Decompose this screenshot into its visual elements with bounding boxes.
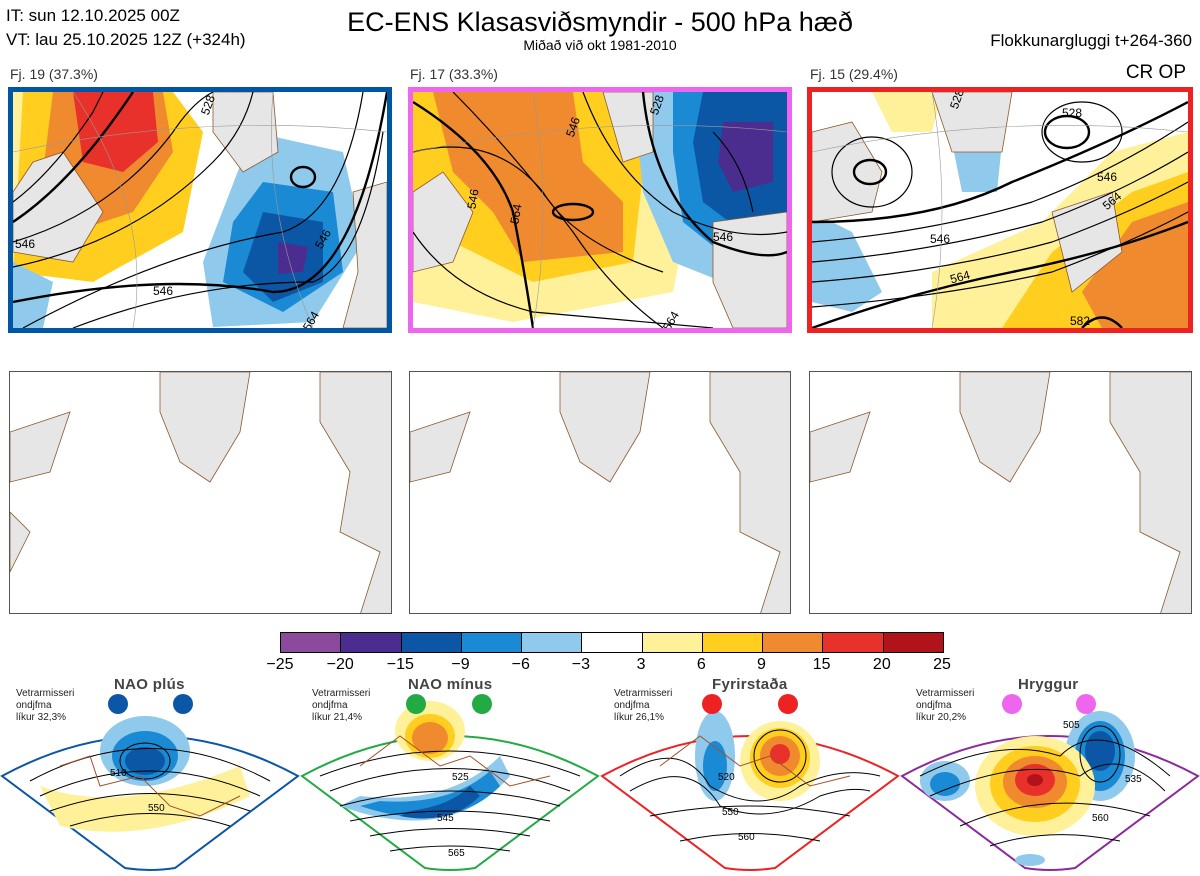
- colorbar-segment: [582, 633, 643, 652]
- regime-dot: [173, 694, 193, 714]
- contour-label: 520: [718, 772, 735, 783]
- colorbar: [280, 632, 944, 653]
- colorbar-segment: [281, 633, 342, 652]
- contour-label: 546: [1097, 170, 1118, 184]
- contour-label: 550: [722, 807, 739, 818]
- blank-map-2: [409, 371, 791, 614]
- colorbar-tick-label: 3: [636, 656, 646, 673]
- classification-window: Flokkunargluggi t+264-360: [990, 31, 1192, 50]
- colorbar-segment: [522, 633, 583, 652]
- contour-label: 546: [153, 284, 174, 298]
- contour-label: 525: [452, 772, 469, 783]
- colorbar-tick-label: 9: [757, 656, 766, 673]
- page-subtitle: Miðað við okt 1981-2010: [523, 37, 677, 53]
- colorbar-segment: [823, 633, 884, 652]
- regime-title: Fyrirstaða: [712, 676, 788, 693]
- colorbar-segment: [341, 633, 402, 652]
- cluster-map-1: 546 546 546 528 564: [8, 87, 392, 333]
- valid-time: VT: lau 25.10.2025 12Z (+324h): [6, 30, 246, 49]
- colorbar-segment: [461, 633, 523, 652]
- colorbar-tick-label: 6: [696, 656, 706, 673]
- regime-ridge: Hryggur Vetrarmisseri ondjfma líkur 20,2% …: [900, 676, 1200, 871]
- regime-dot: [1076, 694, 1096, 714]
- regime-dot: [778, 694, 798, 714]
- header-times: IT: sun 12.10.2025 00Z VT: lau 25.10.202…: [6, 4, 246, 52]
- regime-blocking: Fyrirstaða Vetrarmisseri ondjfma líkur 26,…: [600, 676, 900, 871]
- init-time: IT: sun 12.10.2025 00Z: [6, 6, 180, 25]
- cluster-label-2: Fj. 17 (33.3%): [410, 66, 498, 82]
- contour-label: 560: [738, 832, 755, 843]
- colorbar-tick-label: 15: [812, 656, 831, 673]
- contour-label: 510: [110, 768, 127, 779]
- regime-title: Hryggur: [1018, 676, 1079, 693]
- cluster-map-3: 528 528 546 546 564 564 582: [807, 87, 1193, 333]
- regime-description: Vetrarmisseri ondjfma líkur 21,4%: [312, 688, 371, 723]
- colorbar-tick-label: −20: [326, 656, 354, 673]
- cr-op-label: CR OP: [1125, 62, 1186, 83]
- regime-title: NAO mínus: [408, 676, 493, 693]
- cluster-label-1: Fj. 19 (37.3%): [10, 66, 98, 82]
- contour-label: 546: [713, 230, 734, 244]
- blank-map-3: [809, 371, 1192, 614]
- cluster-label-3: Fj. 15 (29.4%): [810, 66, 898, 82]
- cluster-map-2: 546 564 546 546 528 564: [408, 87, 792, 333]
- regime-dot: [108, 694, 128, 714]
- blank-map-1: [9, 371, 392, 614]
- regime-nao-minus: NAO mínus Vetrarmisseri ondjfma líkur 21,4…: [300, 676, 600, 871]
- regime-dot: [406, 694, 426, 714]
- regime-nao-plus: NAO plús Vetrarmisseri ondjfma líkur 32,3%…: [0, 676, 300, 871]
- colorbar-tick-label: −15: [386, 656, 414, 673]
- colorbar-tick-label: −6: [511, 656, 530, 673]
- contour-label: 582: [1070, 314, 1091, 328]
- colorbar-tick-label: −25: [266, 656, 294, 673]
- regime-description: Vetrarmisseri ondjfma líkur 32,3%: [16, 688, 75, 723]
- contour-label: 528: [1062, 106, 1083, 120]
- contour-label: 550: [148, 803, 165, 814]
- contour-label: 505: [1063, 720, 1080, 731]
- page-title: EC-ENS Klasasviðsmyndir - 500 hPa hæð: [347, 7, 853, 37]
- colorbar-tick-label: 20: [872, 656, 891, 673]
- colorbar-segment: [763, 633, 824, 652]
- contour-label: 535: [1125, 774, 1142, 785]
- colorbar-tick-label: −9: [451, 656, 470, 673]
- colorbar-segment: [642, 633, 703, 652]
- colorbar-segment: [702, 633, 764, 652]
- regime-dot: [702, 694, 722, 714]
- regime-dot: [472, 694, 492, 714]
- regime-dot: [1002, 694, 1022, 714]
- regime-description: Vetrarmisseri ondjfma líkur 26,1%: [614, 688, 673, 723]
- contour-label: 560: [1092, 813, 1109, 824]
- colorbar-segment: [401, 633, 462, 652]
- contour-label: 546: [930, 232, 951, 246]
- colorbar-segment: [883, 633, 943, 652]
- contour-label: 546: [15, 237, 36, 251]
- regime-title: NAO plús: [114, 676, 185, 693]
- colorbar-tick-label: 25: [933, 656, 951, 673]
- regime-description: Vetrarmisseri ondjfma líkur 20,2%: [916, 688, 975, 723]
- contour-label: 545: [437, 813, 454, 824]
- contour-label: 565: [448, 848, 465, 859]
- colorbar-tick-label: −3: [571, 656, 591, 673]
